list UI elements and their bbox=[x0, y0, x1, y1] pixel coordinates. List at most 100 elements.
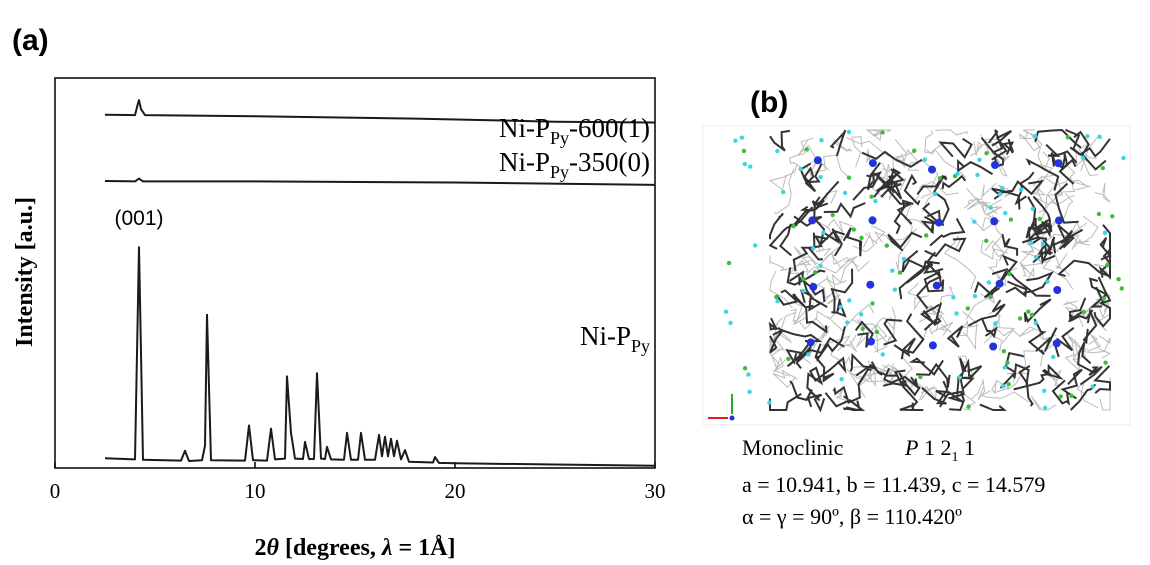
atom bbox=[967, 404, 971, 408]
atom bbox=[869, 216, 877, 224]
atom bbox=[818, 175, 822, 179]
space-group-part: 1 bbox=[951, 450, 958, 465]
atom bbox=[808, 216, 816, 224]
atom bbox=[1105, 263, 1109, 267]
x-tick-label: 20 bbox=[445, 479, 466, 503]
atom bbox=[972, 220, 976, 224]
atom bbox=[847, 176, 851, 180]
series-label: Ni-PPy-350(0) bbox=[499, 147, 650, 182]
atom bbox=[924, 233, 928, 237]
space-group-part: P bbox=[904, 435, 918, 460]
atom bbox=[859, 312, 863, 316]
atom bbox=[728, 321, 732, 325]
x-label-part: [degrees, bbox=[279, 535, 382, 561]
atom bbox=[975, 173, 979, 177]
atom bbox=[1110, 214, 1114, 218]
axis-indicator bbox=[730, 416, 735, 421]
atom bbox=[1007, 382, 1011, 386]
atom bbox=[743, 366, 747, 370]
atom bbox=[984, 151, 988, 155]
atom bbox=[898, 270, 902, 274]
atom bbox=[724, 310, 728, 314]
atom bbox=[918, 375, 922, 379]
atom bbox=[928, 166, 936, 174]
atom bbox=[805, 147, 809, 151]
atom bbox=[746, 372, 750, 376]
series-label-part: Py bbox=[550, 128, 569, 148]
atom bbox=[845, 320, 849, 324]
atom bbox=[869, 195, 873, 199]
atom bbox=[775, 149, 779, 153]
atom bbox=[839, 377, 843, 381]
atom bbox=[1102, 296, 1106, 300]
atom bbox=[1097, 135, 1101, 139]
atom bbox=[1120, 286, 1124, 290]
atom bbox=[1003, 365, 1007, 369]
atom bbox=[991, 161, 999, 169]
atom bbox=[1029, 241, 1033, 245]
atom bbox=[1026, 309, 1030, 313]
atom bbox=[923, 157, 927, 161]
atom bbox=[1034, 321, 1038, 325]
atom bbox=[1116, 277, 1120, 281]
atom bbox=[1002, 349, 1006, 353]
cell-lengths: a = 10.941, b = 11.439, c = 14.579 bbox=[742, 472, 1045, 497]
series-label-part: Ni-P bbox=[499, 113, 550, 143]
series-label-part: Py bbox=[550, 162, 569, 182]
atom bbox=[902, 257, 906, 261]
space-group-part: 1 2 bbox=[918, 435, 951, 460]
atom bbox=[912, 149, 916, 153]
atom bbox=[973, 294, 977, 298]
atom bbox=[1003, 211, 1007, 215]
atom bbox=[1030, 313, 1034, 317]
series-label-part: -600(1) bbox=[569, 113, 650, 143]
atom bbox=[775, 299, 779, 303]
atom bbox=[813, 270, 817, 274]
atom bbox=[1038, 217, 1042, 221]
atom bbox=[1045, 280, 1049, 284]
atom bbox=[843, 191, 847, 195]
atom bbox=[929, 341, 937, 349]
atom bbox=[954, 311, 958, 315]
atom bbox=[989, 343, 997, 351]
x-label-part: = 1Å] bbox=[392, 535, 455, 561]
atom bbox=[1069, 394, 1073, 398]
atom bbox=[881, 352, 885, 356]
atom bbox=[859, 236, 863, 240]
atom bbox=[781, 190, 785, 194]
atom bbox=[933, 282, 941, 290]
atom bbox=[786, 357, 790, 361]
atom bbox=[998, 192, 1002, 196]
atom bbox=[1053, 286, 1061, 294]
atom bbox=[987, 280, 991, 284]
atom bbox=[1081, 156, 1085, 160]
xrd-trace bbox=[105, 179, 655, 185]
atom bbox=[806, 352, 810, 356]
x-axis-label: 2θ [degrees, λ = 1Å] bbox=[255, 535, 456, 561]
atom bbox=[819, 138, 823, 142]
atom bbox=[1085, 134, 1089, 138]
atom bbox=[890, 269, 894, 273]
atom bbox=[748, 164, 752, 168]
series-label-part: Py bbox=[631, 336, 650, 356]
atom bbox=[1097, 212, 1101, 216]
atom bbox=[1031, 207, 1035, 211]
atom bbox=[733, 139, 737, 143]
series-label: Ni-PPy bbox=[580, 321, 650, 356]
xrd-trace bbox=[105, 247, 655, 465]
x-tick-label: 0 bbox=[50, 479, 61, 503]
cell-angles: α = γ = 90º, β = 110.420º bbox=[742, 504, 962, 529]
space-group-part: 1 bbox=[958, 435, 975, 460]
series-label: Ni-PPy-600(1) bbox=[499, 113, 650, 148]
atom bbox=[880, 130, 884, 134]
atom bbox=[821, 230, 825, 234]
atom bbox=[852, 227, 856, 231]
crystal-system: Monoclinic bbox=[742, 435, 844, 460]
atom bbox=[818, 264, 822, 268]
atom bbox=[1059, 394, 1063, 398]
atom bbox=[1034, 255, 1038, 259]
atom bbox=[866, 281, 874, 289]
atom bbox=[996, 280, 1004, 288]
atom bbox=[839, 305, 843, 309]
atom bbox=[791, 224, 795, 228]
